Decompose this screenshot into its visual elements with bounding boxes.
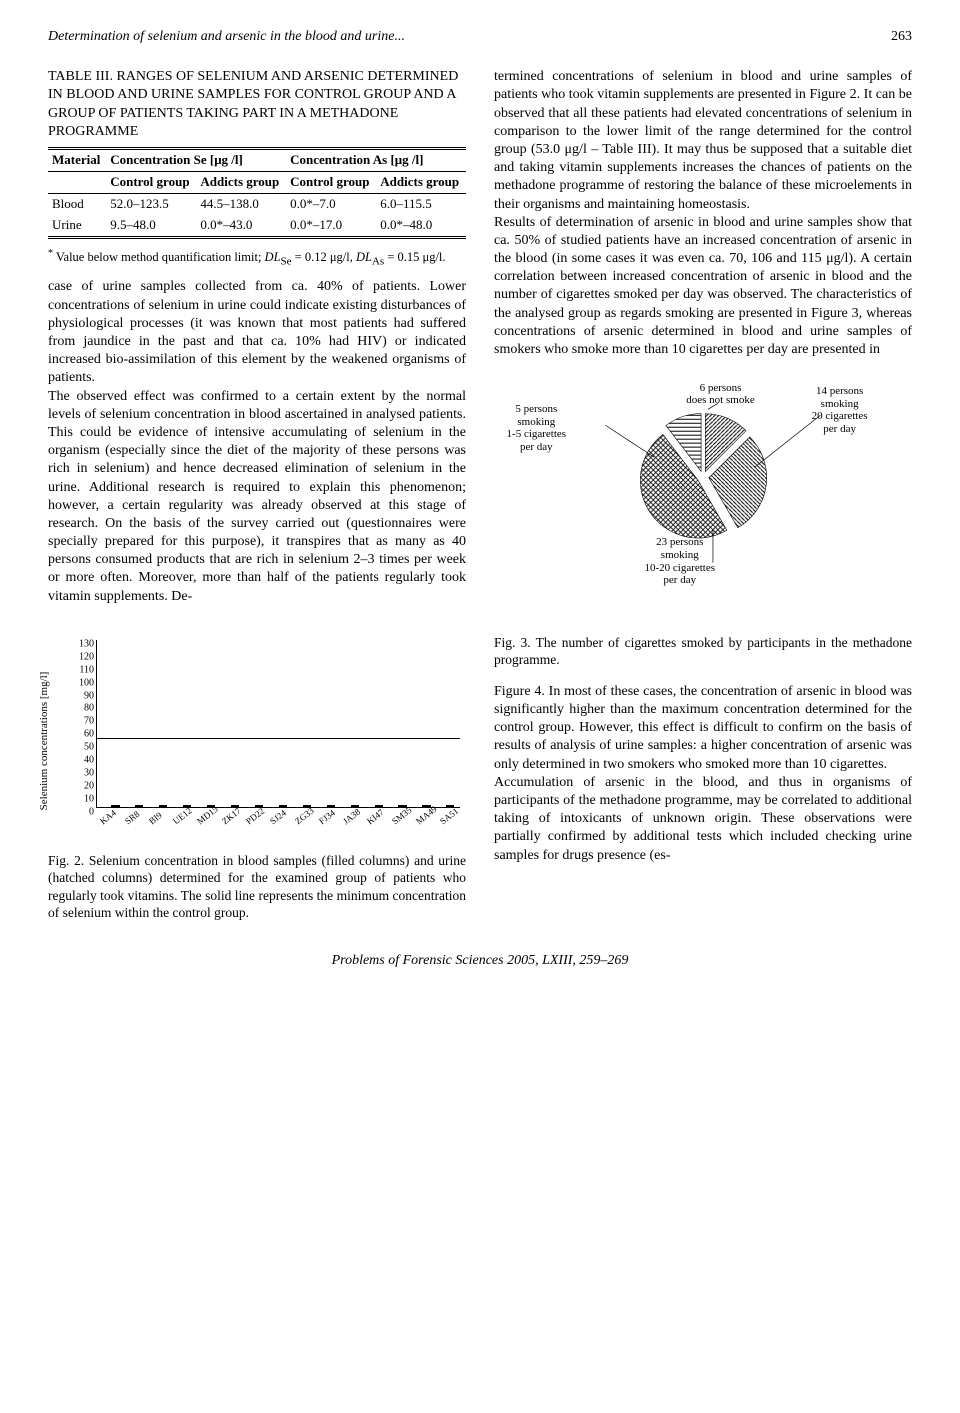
ytick: 90 — [48, 689, 94, 702]
th-as-ctrl: Control group — [286, 171, 376, 193]
chart-area — [96, 640, 460, 808]
table-row: Urine 9.5–48.0 0.0*–43.0 0.0*–17.0 0.0*–… — [48, 215, 466, 237]
main-columns: TABLE III. RANGES OF SELENIUM AND ARSENI… — [48, 68, 912, 606]
bar-group — [126, 805, 143, 807]
ytick: 130 — [48, 637, 94, 650]
bar-group — [318, 805, 335, 807]
left-para-2: The observed effect was confirmed to a c… — [48, 388, 466, 606]
lower-right-para-2: Accumulation of arsenic in the blood, an… — [494, 774, 912, 865]
pie-label: 23 personssmoking10-20 cigarettesper day — [644, 536, 715, 587]
ytick: 40 — [48, 754, 94, 767]
ytick: 80 — [48, 702, 94, 715]
bottom-left: Selenium concentrations [mg/l] 010203040… — [48, 628, 466, 922]
bar-chart-fig2: Selenium concentrations [mg/l] 010203040… — [48, 636, 466, 846]
ytick: 50 — [48, 741, 94, 754]
right-column: termined concentrations of selenium in b… — [494, 68, 912, 606]
bar-group — [270, 805, 287, 807]
fig3-caption: Fig. 3. The number of cigarettes smoked … — [494, 634, 912, 669]
th-as: Concentration As [μg /l] — [286, 148, 466, 171]
x-labels: KA4SR8BI9UE12MD15ZK17PD22SJ24ZG33FJ34JA3… — [96, 810, 460, 846]
page-number: 263 — [891, 28, 912, 46]
running-head: Determination of selenium and arsenic in… — [48, 28, 912, 46]
ytick: 0 — [48, 805, 94, 818]
ytick: 60 — [48, 728, 94, 741]
ytick: 10 — [48, 792, 94, 805]
left-column: TABLE III. RANGES OF SELENIUM AND ARSENI… — [48, 68, 466, 606]
pie-label: 6 personsdoes not smoke — [686, 382, 754, 407]
th-as-add: Addicts group — [376, 171, 466, 193]
bottom-right: Fig. 3. The number of cigarettes smoked … — [494, 628, 912, 922]
bar-hatched — [111, 805, 119, 807]
th-material: Material — [48, 148, 106, 171]
ytick: 110 — [48, 663, 94, 676]
ytick: 30 — [48, 767, 94, 780]
th-se-add: Addicts group — [196, 171, 286, 193]
table-3-caption: TABLE III. RANGES OF SELENIUM AND ARSENI… — [48, 68, 466, 141]
fig2-caption: Fig. 2. Selenium concentration in blood … — [48, 852, 466, 922]
right-para-2: Results of determination of arsenic in b… — [494, 214, 912, 360]
table-3-block: TABLE III. RANGES OF SELENIUM AND ARSENI… — [48, 68, 466, 268]
running-title: Determination of selenium and arsenic in… — [48, 28, 405, 46]
bar-group — [150, 805, 167, 807]
table-3-label: TABLE III. — [48, 69, 113, 84]
table-3: Material Concentration Se [μg /l] Concen… — [48, 147, 466, 239]
pie-label: 5 personssmoking1-5 cigarettesper day — [507, 403, 567, 454]
pie-chart-fig3: 6 personsdoes not smoke 14 personssmoking… — [494, 385, 912, 565]
left-para-1: case of urine samples collected from ca.… — [48, 278, 466, 387]
table-row: Blood 52.0–123.5 44.5–138.0 0.0*–7.0 6.0… — [48, 193, 466, 214]
th-se: Concentration Se [μg /l] — [106, 148, 286, 171]
ytick: 20 — [48, 779, 94, 792]
ytick: 100 — [48, 676, 94, 689]
bottom-row: Selenium concentrations [mg/l] 010203040… — [48, 628, 912, 922]
ytick: 120 — [48, 650, 94, 663]
pie-label: 14 personssmoking20 cigarettesper day — [812, 385, 868, 436]
table-3-footnote: * Value below method quantification limi… — [48, 247, 466, 269]
bar-hatched — [279, 805, 287, 807]
bars-container — [97, 640, 460, 807]
lower-right-para-1: Figure 4. In most of these cases, the co… — [494, 683, 912, 774]
ytick: 70 — [48, 715, 94, 728]
journal-footer: Problems of Forensic Sciences 2005, LXII… — [48, 952, 912, 970]
right-para-1: termined concentrations of selenium in b… — [494, 68, 912, 214]
th-se-ctrl: Control group — [106, 171, 196, 193]
